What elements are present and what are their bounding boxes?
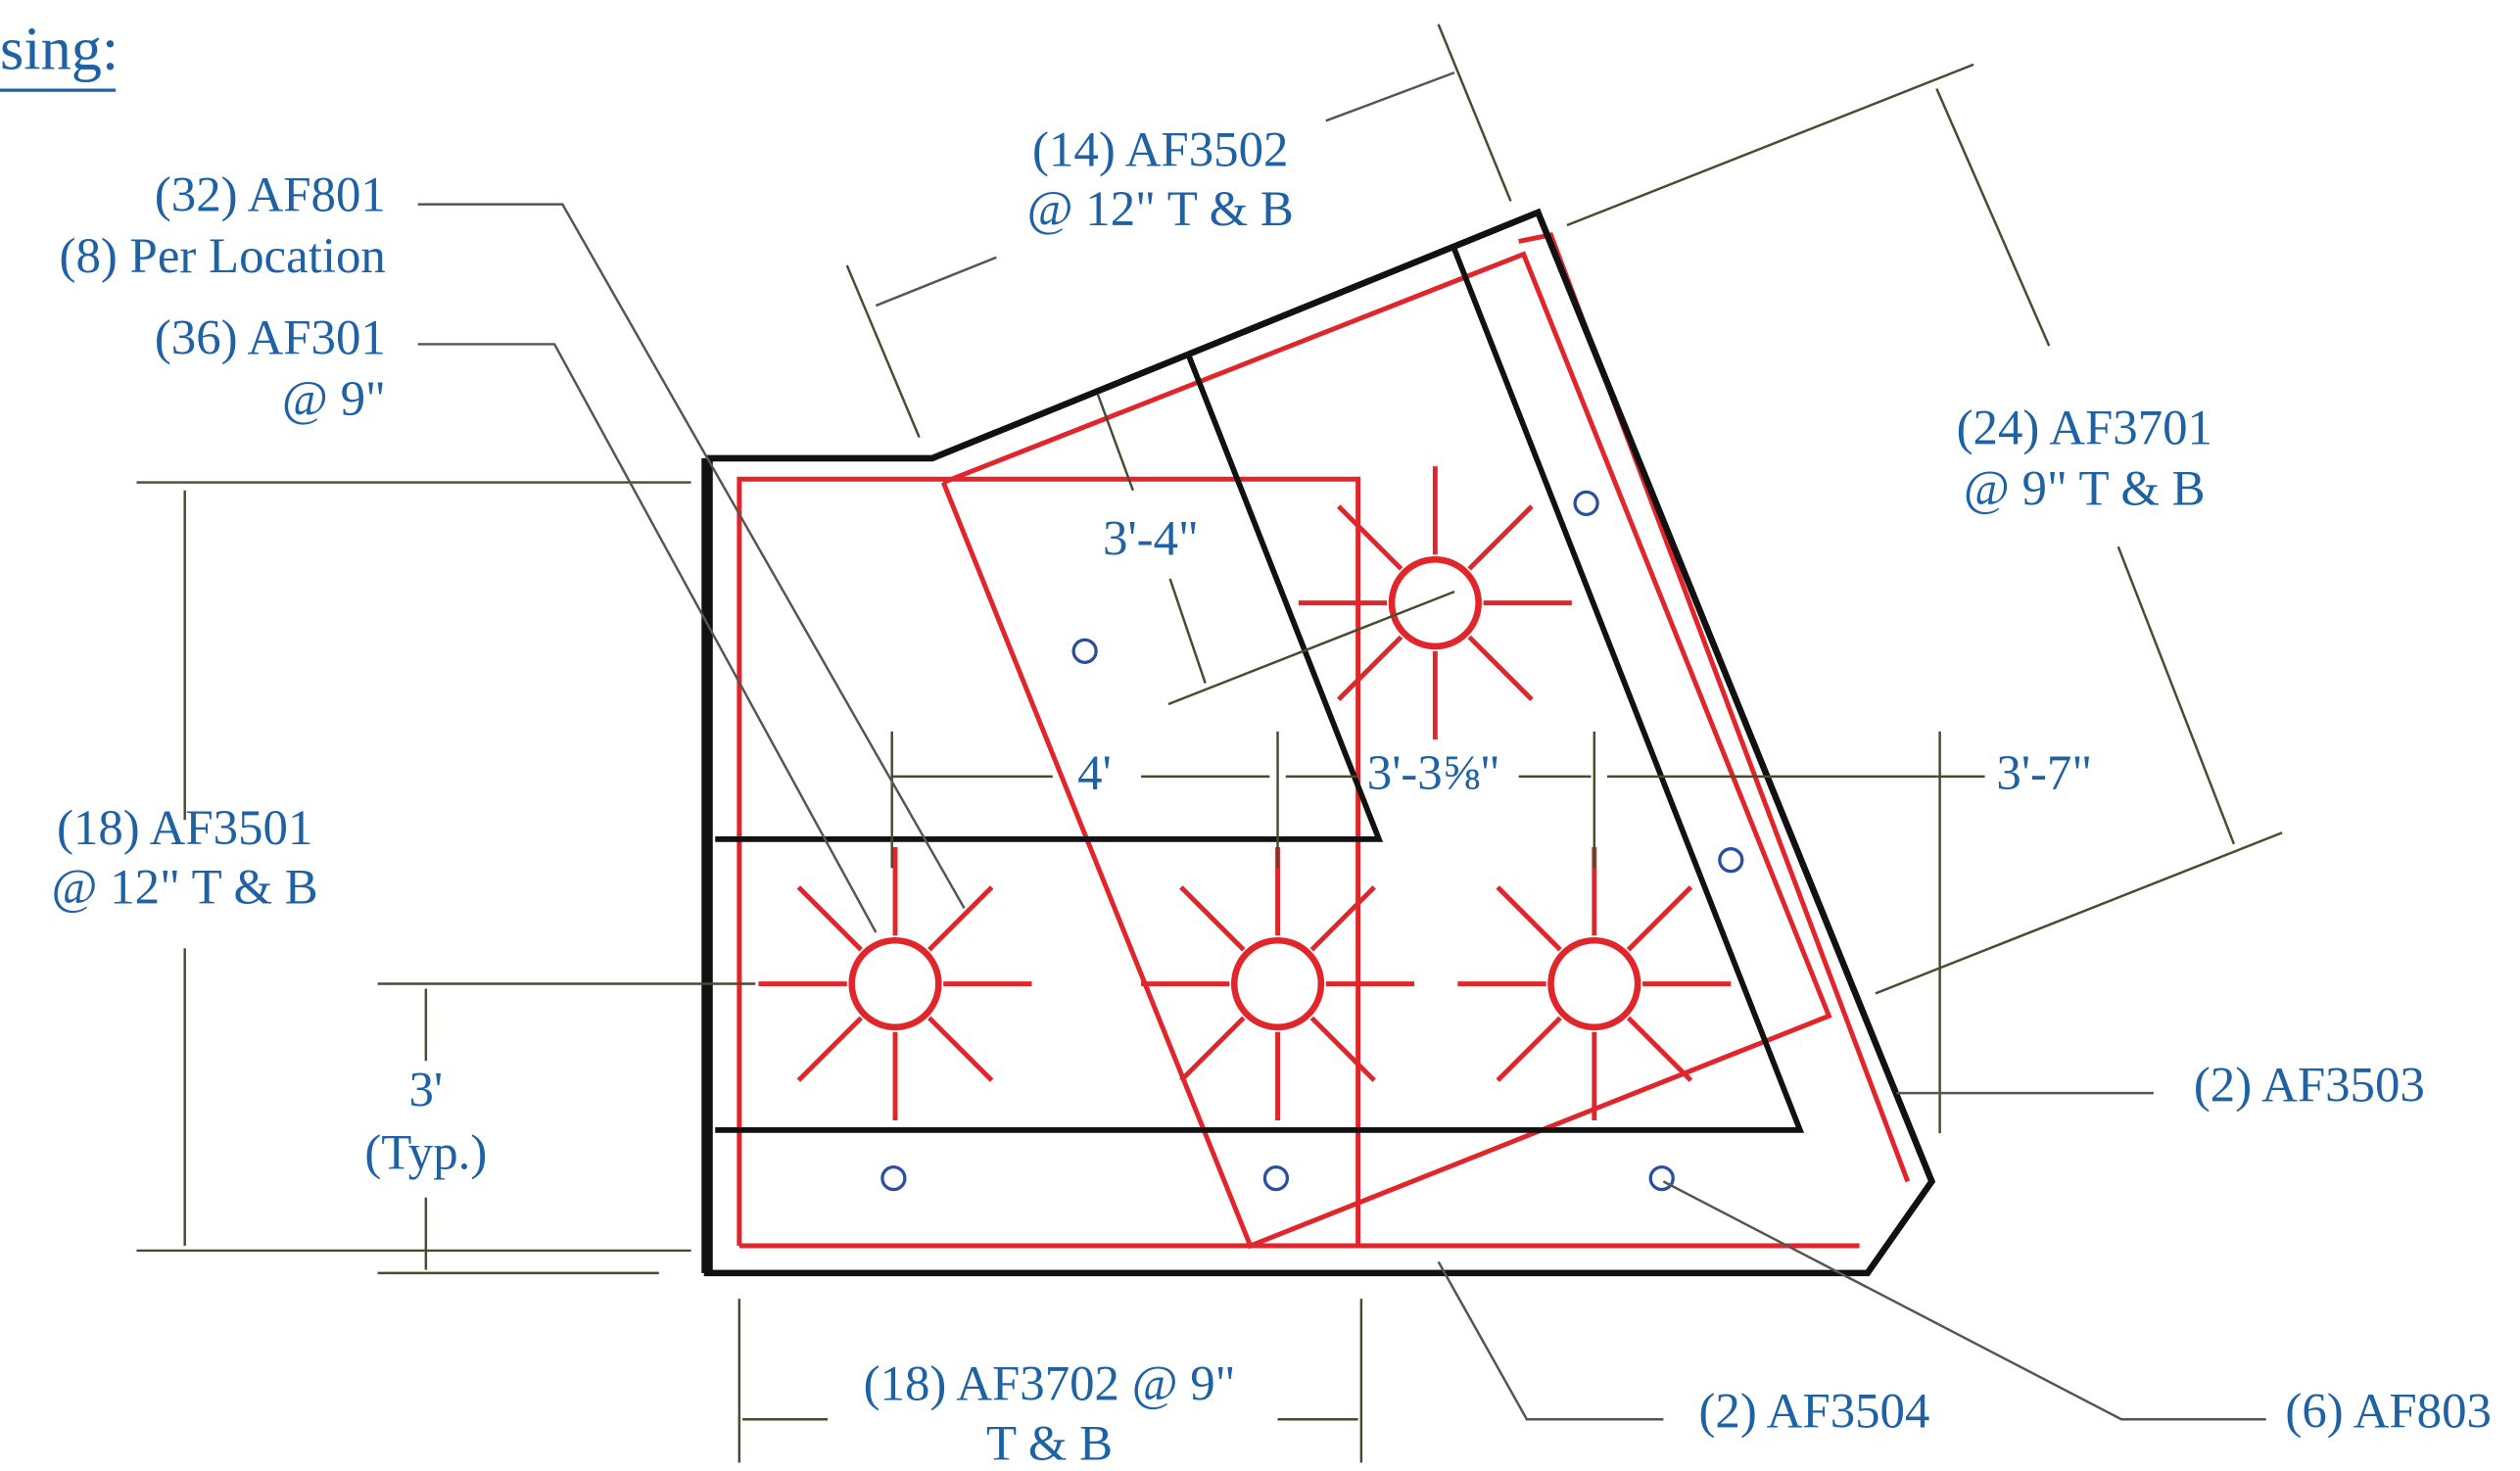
dowel <box>1264 1167 1287 1190</box>
dimension-line <box>1170 579 1206 684</box>
leader-line <box>418 205 965 909</box>
callout-text: (36) AF301 <box>155 310 386 365</box>
dowel <box>882 1167 905 1190</box>
column-tie <box>1339 637 1402 699</box>
column-tie <box>798 1018 861 1080</box>
dowel <box>1650 1167 1673 1190</box>
column-tie <box>1311 887 1374 950</box>
column-cage <box>852 940 939 1027</box>
dimension-line <box>2118 546 2234 844</box>
callout-text: @ 12" T & B <box>52 861 318 916</box>
joint-line <box>715 357 1379 839</box>
column-tie <box>1629 887 1691 950</box>
callout-text: @ 12" T & B <box>1027 182 1294 237</box>
dimension-text: 3' <box>409 1063 444 1117</box>
leader-line <box>418 344 877 932</box>
column-tie <box>1469 637 1532 699</box>
callout-text: (32) AF801 <box>155 167 386 222</box>
page: Rebar placement drawing {"header": {"tit… <box>0 0 2520 1471</box>
dimension-line <box>1168 592 1454 704</box>
title: sing: <box>0 15 119 82</box>
dowel <box>1720 849 1742 872</box>
column-tie <box>1498 887 1560 950</box>
dimension-text: 4' <box>1077 746 1112 801</box>
column-tie <box>1339 506 1402 569</box>
dimension-line <box>1439 24 1511 202</box>
leader-line <box>876 258 996 306</box>
column-tie <box>1469 506 1532 569</box>
callout-text: T & B <box>986 1416 1113 1471</box>
column-tie <box>1311 1018 1374 1080</box>
dimension-line <box>1936 89 2049 347</box>
dimension-text: 3'-4" <box>1103 512 1199 567</box>
leader-line <box>1326 72 1454 120</box>
callout-text: (14) AF3502 <box>1032 122 1288 177</box>
column-cage <box>1551 940 1639 1027</box>
callout-text: (18) AF3501 <box>57 801 312 856</box>
column-cage <box>1234 940 1321 1027</box>
callout-text: (6) AF803 <box>2285 1385 2492 1440</box>
column-tie <box>1181 887 1244 950</box>
callout-text: (18) AF3702 @ 9" <box>864 1357 1236 1412</box>
leader-line <box>1439 1261 1664 1419</box>
callout-text: (2) AF3504 <box>1698 1385 1929 1440</box>
column-tie <box>929 1018 992 1080</box>
page-body: sing: (14) AF3502 @ 12" T & B (32) AF801… <box>0 0 2520 1471</box>
callout-text: (2) AF3503 <box>2194 1058 2425 1113</box>
callout-text: (8) Per Location <box>60 229 386 284</box>
column-tie <box>1629 1018 1691 1080</box>
callout-text: @ 9" T & B <box>1964 462 2206 517</box>
dimension-line <box>847 265 920 438</box>
dimension-text: 3'-3⅝" <box>1367 746 1500 801</box>
drawing: sing: (14) AF3502 @ 12" T & B (32) AF801… <box>0 0 2520 1471</box>
dimension-line <box>1876 832 2282 993</box>
column-cage <box>1392 559 1479 646</box>
column-tie <box>929 887 992 950</box>
column-tie <box>798 887 861 950</box>
rebar <box>1519 235 1908 1182</box>
dimension-text: 3'-7" <box>1996 746 2092 801</box>
callout-text: (24) AF3701 <box>1957 401 2212 455</box>
dimension-line <box>1567 65 1973 225</box>
dimension-text: (Typ.) <box>364 1125 487 1180</box>
column-tie <box>1498 1018 1560 1080</box>
dowel <box>1575 492 1597 514</box>
column-tie <box>1181 1018 1244 1080</box>
dowel <box>1073 640 1096 662</box>
callout-text: @ 9" <box>282 372 386 427</box>
